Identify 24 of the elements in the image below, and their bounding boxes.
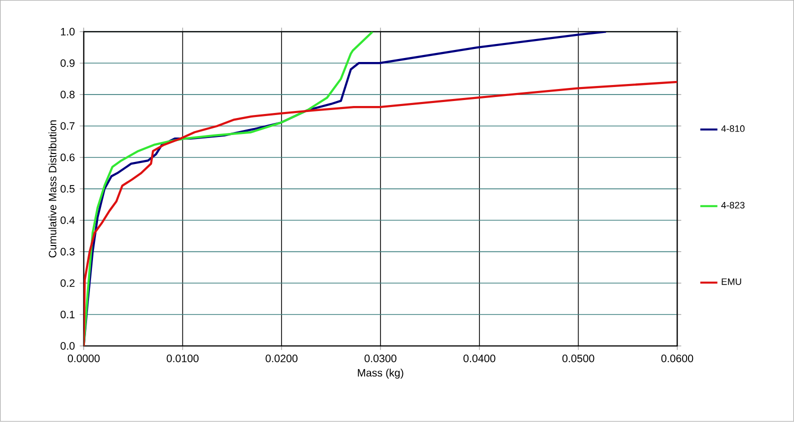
y-tick-label: 0.4 [60,216,75,224]
y-tick-label: 1.0 [61,28,75,36]
x-axis-title: Mass (kg) [358,368,404,379]
x-tick-label: 0.0100 [166,354,199,362]
y-tick-label: 0.8 [60,90,75,98]
y-tick-label: 0.5 [60,185,75,193]
x-tick-label: 0.0500 [562,354,594,362]
legend-label: EMU [722,278,742,286]
legend-label: 4-810 [721,125,745,132]
y-tick-label: 0.7 [60,122,74,130]
x-tick-label: 0.0000 [68,354,100,362]
y-tick-label: 0.2 [60,279,74,288]
y-tick-label: 0.9 [60,59,75,68]
y-axis-title: Cumulative Mass Distribution [48,120,56,258]
y-tick-label: 0.6 [60,154,75,162]
x-tick-label: 0.0600 [661,354,694,362]
line-series [84,81,678,346]
x-tick-label: 0.0200 [266,354,298,362]
x-tick-label: 0.0300 [364,354,396,362]
y-tick-label: 0.3 [60,248,75,256]
y-tick-label: 0.1 [60,310,75,318]
legend-label: 4-823 [721,202,745,209]
y-tick-label: 0.0 [60,342,75,350]
x-tick-label: 0.0400 [463,354,496,362]
